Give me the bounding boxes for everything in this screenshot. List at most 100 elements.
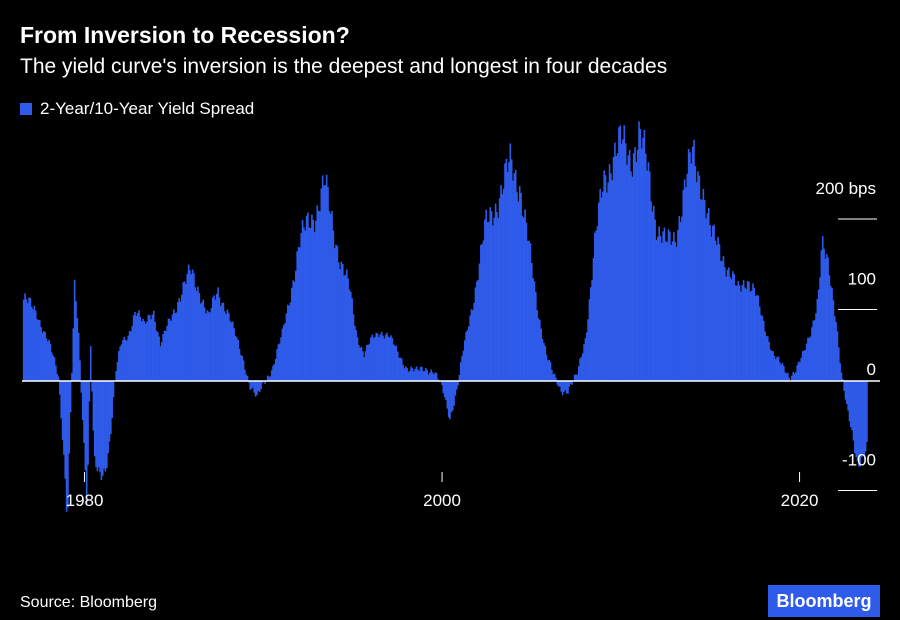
spread-bar (437, 379, 439, 381)
spread-bar (80, 381, 83, 393)
spread-bar (84, 381, 87, 471)
spread-bar (48, 339, 50, 381)
spread-bar (673, 232, 675, 381)
spread-bar (689, 152, 691, 381)
spread-bar (473, 302, 475, 381)
spread-bar (63, 381, 65, 455)
spread-bar (828, 275, 831, 381)
spread-bar (864, 381, 867, 452)
spread-bar (561, 381, 564, 396)
spread-bar (594, 232, 596, 381)
spread-bar (508, 162, 510, 381)
spread-bar (769, 349, 772, 381)
spread-bar (315, 220, 317, 381)
spread-bar (752, 283, 754, 381)
spread-bar (674, 241, 677, 381)
spread-bar (179, 301, 182, 381)
legend: 2-Year/10-Year Yield Spread (20, 99, 254, 119)
spread-bar (541, 339, 544, 381)
spread-bar (793, 373, 796, 381)
spread-bar (454, 381, 457, 396)
spread-bar (225, 313, 227, 381)
spread-bar (274, 358, 277, 381)
spread-bar (406, 367, 408, 381)
spread-bar (800, 357, 803, 381)
spread-bar (837, 347, 840, 381)
spread-bar (165, 330, 167, 381)
spread-bar (476, 281, 478, 381)
spread-bar (49, 344, 52, 381)
spread-bar (430, 369, 433, 381)
spread-bar (159, 346, 162, 381)
spread-bar (860, 381, 863, 458)
spread-bar (187, 264, 190, 381)
spread-bar (650, 201, 652, 381)
spread-bar (516, 192, 518, 381)
spread-bar (341, 263, 344, 381)
spread-bar (478, 263, 481, 381)
spread-bar (748, 281, 750, 381)
spread-bar (143, 320, 146, 381)
spread-bar (183, 281, 186, 381)
spread-bar (228, 312, 230, 381)
spread-bar (75, 301, 77, 381)
spread-bar (36, 319, 38, 381)
spread-bar (193, 273, 195, 381)
spread-bar (344, 274, 347, 381)
spread-bar (774, 359, 777, 381)
spread-bar (480, 245, 482, 381)
spread-bar (132, 315, 135, 381)
spread-bar (703, 200, 706, 381)
spread-bar (580, 356, 583, 381)
spread-bar (95, 381, 97, 468)
spread-bar (207, 311, 210, 381)
spread-bar (604, 175, 607, 381)
spread-bar (160, 342, 163, 381)
spread-bar (777, 356, 780, 381)
spread-bar (556, 381, 559, 385)
spread-bar (37, 320, 40, 381)
spread-bar (120, 344, 123, 381)
spread-bar (551, 369, 553, 381)
spread-bar (663, 227, 666, 381)
spread-bar (565, 381, 568, 394)
spread-bar (253, 381, 256, 393)
spread-bar (851, 381, 853, 431)
spread-bar (182, 282, 185, 381)
spread-bar (670, 244, 673, 381)
spread-bar (710, 236, 713, 381)
spread-bar (83, 381, 85, 443)
spread-bar (295, 270, 297, 381)
spread-bar (64, 381, 67, 479)
spread-bar (671, 241, 674, 381)
spread-bar (681, 216, 683, 381)
spread-bar (494, 203, 497, 381)
spread-bar (146, 321, 148, 381)
spread-bar (316, 205, 319, 381)
spread-bar (449, 381, 451, 420)
spread-bar (32, 309, 34, 381)
spread-bar (744, 287, 746, 381)
spread-bar (836, 331, 839, 381)
spread-bar (128, 330, 131, 381)
spread-bar (659, 236, 662, 381)
spread-bar (53, 357, 56, 381)
spread-bar (368, 343, 371, 381)
spread-bar (661, 242, 663, 381)
spread-bar (257, 381, 260, 391)
spread-bar (526, 240, 529, 381)
spread-bar (543, 342, 545, 381)
spread-bar (104, 381, 107, 472)
spread-bar (407, 371, 410, 381)
spread-bar (462, 350, 465, 381)
spread-bar (206, 310, 209, 381)
spread-bar (61, 381, 64, 440)
spread-bar (171, 314, 174, 381)
spread-bar (450, 381, 453, 413)
spread-bar (840, 372, 843, 381)
spread-bar (584, 338, 587, 381)
spread-bar (34, 310, 37, 381)
spread-bar (142, 318, 144, 381)
spread-bar (646, 170, 648, 381)
spread-bar (291, 287, 293, 381)
